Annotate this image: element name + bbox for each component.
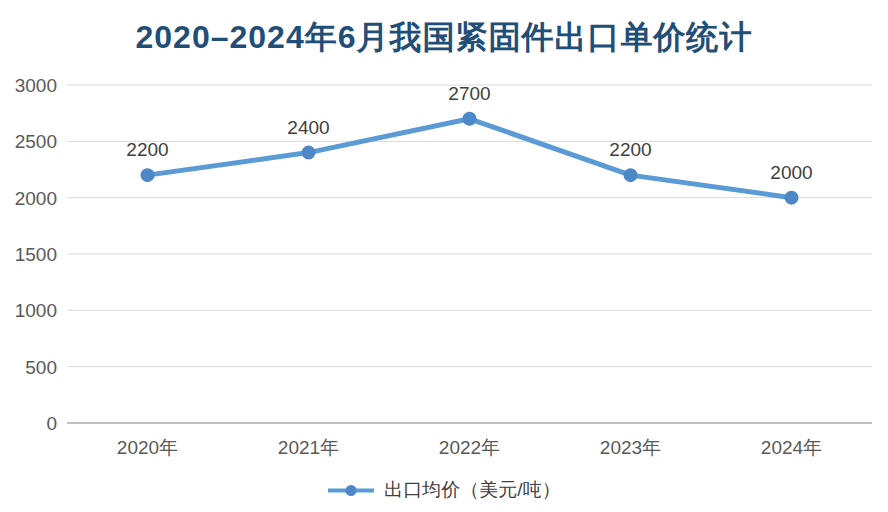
data-point-label: 2000 — [770, 162, 812, 183]
y-axis-tick-label: 2000 — [15, 188, 57, 209]
data-point-label: 2700 — [448, 83, 490, 104]
legend-marker-dot — [346, 485, 357, 496]
y-axis-tick-label: 2500 — [15, 131, 57, 152]
data-point-label: 2200 — [609, 139, 651, 160]
x-axis-category-label: 2024年 — [761, 437, 822, 458]
legend-line-marker-icon — [327, 484, 375, 497]
data-point-marker — [463, 112, 477, 126]
data-point-marker — [624, 168, 638, 182]
data-point-marker — [785, 191, 799, 205]
chart-container: 0 500 1000 1500 2000 2500 3000 2020年 2021年 2022年 2… — [0, 0, 888, 512]
data-point-marker — [302, 146, 316, 160]
x-axis-category-label: 2022年 — [439, 437, 500, 458]
data-point-label: 2400 — [287, 117, 329, 138]
data-point-marker — [141, 168, 155, 182]
x-axis-category-label: 2021年 — [278, 437, 339, 458]
y-axis-tick-label: 0 — [46, 413, 57, 434]
y-axis-tick-label: 1500 — [15, 244, 57, 265]
y-axis-tick-label: 1000 — [15, 300, 57, 321]
legend: 出口均价（美元/吨） — [0, 477, 888, 503]
y-axis-tick-label: 3000 — [15, 75, 57, 96]
chart-title: 2020–2024年6月我国紧固件出口单价统计 — [0, 16, 888, 60]
line-chart-plot: 0 500 1000 1500 2000 2500 3000 2020年 2021年 2022年 2… — [0, 0, 888, 512]
y-axis-tick-label: 500 — [25, 357, 57, 378]
legend-label: 出口均价（美元/吨） — [384, 477, 560, 503]
data-point-label: 2200 — [126, 139, 168, 160]
x-axis-category-label: 2020年 — [117, 437, 178, 458]
series-line — [148, 119, 792, 198]
x-axis-category-label: 2023年 — [600, 437, 661, 458]
